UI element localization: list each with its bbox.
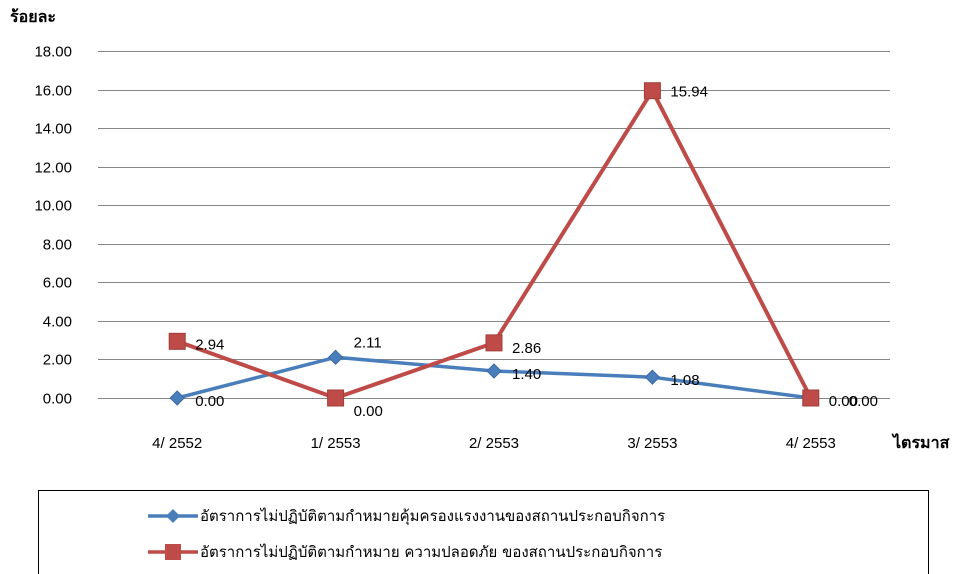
series-marker [643,82,661,100]
legend: อัตราการไม่ปฏิบัติตามกำหมายคุ้มครองแรงงา… [38,490,929,574]
legend-box [38,490,929,574]
data-label: 2.86 [512,340,541,357]
y-tick-label: 0.00 [43,391,72,408]
y-tick-label: 18.00 [34,44,72,61]
x-tick-labels: 4/ 2552 1/ 2553 2/ 2553 3/ 2553 4/ 2553 [152,435,836,452]
data-label: 2.94 [195,336,224,353]
x-tick-label: 1/ 2553 [311,435,361,452]
y-tick-label: 16.00 [34,83,72,100]
y-tick-label: 6.00 [43,275,72,292]
data-label: 0.00 [829,393,858,410]
series-marker [327,389,345,407]
data-label: 1.08 [670,372,699,389]
y-tick-label: 10.00 [34,198,72,215]
x-axis-title: ไตรมาส [891,433,950,452]
y-tick-labels: 0.00 2.00 4.00 6.00 8.00 10.00 12.00 14.00 16.00… [34,44,72,408]
series-group [168,82,820,407]
series-marker [802,389,820,407]
data-label: 2.11 [354,334,382,351]
series-marker [486,363,502,379]
data-label: 1.40 [512,366,541,383]
series-marker [644,369,661,385]
y-tick-label: 12.00 [34,160,72,177]
y-tick-label: 2.00 [43,352,72,369]
x-tick-label: 4/ 2553 [786,435,836,452]
series-marker [169,390,185,406]
legend-marker [166,509,180,523]
x-tick-label: 3/ 2553 [627,435,677,452]
legend-marker [165,544,181,560]
data-label: 0.00 [195,393,224,410]
data-label: 0.00 [849,393,878,410]
y-tick-label: 14.00 [34,121,72,138]
x-tick-label: 2/ 2553 [469,435,519,452]
y-tick-label: 4.00 [43,314,72,331]
series-marker [327,349,344,366]
y-axis-title: ร้อยละ [10,7,56,26]
data-label: 15.94 [670,84,708,101]
legend-label: อัตราการไม่ปฏิบัติตามกำหมาย ความปลอดภัย … [200,543,662,561]
series-marker [168,332,186,350]
y-tick-label: 8.00 [43,237,72,254]
x-tick-label: 4/ 2552 [152,435,202,452]
data-label: 0.00 [354,403,383,420]
data-labels: 0.00 2.11 1.40 1.08 0.00 2.94 0.00 2.86 15.94 0.0… [195,84,878,420]
legend-label: อัตราการไม่ปฏิบัติตามกำหมายคุ้มครองแรงงา… [200,507,665,526]
series-marker [485,334,503,352]
